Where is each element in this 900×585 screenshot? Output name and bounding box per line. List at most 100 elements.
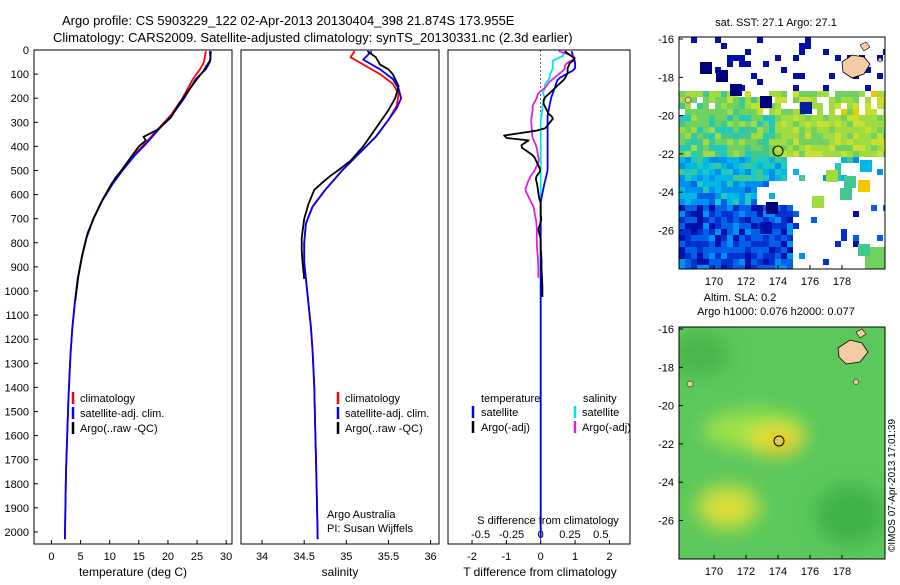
depth-tick-label: 1100 <box>5 310 29 322</box>
sst-cell <box>715 121 721 127</box>
sst-cell <box>805 151 811 157</box>
s-difference-xlabel: S difference from climatology <box>477 515 619 527</box>
sst-cell <box>859 133 865 139</box>
sst-cell <box>811 97 817 103</box>
sst-cell <box>829 121 835 127</box>
sst-cell <box>727 103 733 109</box>
sst-cell <box>691 151 697 157</box>
sst-cell <box>835 151 841 157</box>
sst-cell <box>859 115 865 121</box>
sst-cell <box>769 115 775 121</box>
sst-map-frame <box>678 36 886 270</box>
x-tick-label: -1 <box>501 551 511 563</box>
sst-cell <box>697 229 703 235</box>
sst-cell <box>721 211 727 217</box>
sst-cell <box>703 109 709 115</box>
sst-cell <box>727 121 733 127</box>
sst-cell <box>727 139 733 145</box>
sst-cell <box>721 157 727 163</box>
sst-cell <box>787 223 793 229</box>
depth-tick-label: 2000 <box>5 527 29 539</box>
sst-cell <box>703 217 709 223</box>
sst-cell <box>860 160 872 172</box>
sst-cell <box>883 259 885 265</box>
sst-cell <box>781 205 787 211</box>
sst-cell <box>703 205 709 211</box>
sst-cell <box>721 193 727 199</box>
sst-cell <box>745 169 751 175</box>
sst-cell <box>727 109 733 115</box>
sst-cell <box>727 157 733 163</box>
sst-cell <box>691 235 697 241</box>
lon-tick-label: 172 <box>737 566 755 578</box>
sst-cell <box>877 97 883 103</box>
sst-cell <box>697 103 703 109</box>
sst-cell <box>823 115 829 121</box>
sst-cell <box>685 259 691 265</box>
sst-cell <box>847 103 853 109</box>
sst-cell <box>871 133 877 139</box>
sst-cell <box>763 115 769 121</box>
lat-tick-label: -16 <box>658 34 674 46</box>
lon-tick-label: 176 <box>801 566 819 578</box>
sst-cell <box>691 253 697 259</box>
sst-cell <box>679 103 685 109</box>
sst-cell <box>709 199 715 205</box>
sst-cell <box>781 265 787 269</box>
sst-cell <box>805 97 811 103</box>
sst-cell <box>697 175 703 181</box>
lat-tick-label: -16 <box>658 324 674 336</box>
sst-cell <box>685 121 691 127</box>
sst-cell <box>811 103 817 109</box>
legend-label-argo: Argo(..raw -QC) <box>345 423 423 435</box>
sst-cell <box>793 139 799 145</box>
sst-cell <box>685 163 691 169</box>
sst-cell <box>715 205 721 211</box>
sst-cell <box>715 253 721 259</box>
sst-cell <box>691 115 697 121</box>
sst-cell <box>697 199 703 205</box>
sst-cell <box>691 241 697 247</box>
sst-cell <box>745 163 751 169</box>
sst-cell <box>757 217 763 223</box>
sst-cell <box>715 247 721 253</box>
fiji-island-shape <box>837 339 869 365</box>
x-tick-label: 15 <box>133 551 145 563</box>
sst-cell <box>763 259 769 265</box>
sst-cell <box>691 211 697 217</box>
sst-cell <box>787 211 793 217</box>
argo-location-marker <box>772 145 784 157</box>
sst-cell <box>757 79 763 85</box>
sst-cell <box>685 253 691 259</box>
depth-tick-label: 700 <box>11 214 29 226</box>
sst-cell <box>739 163 745 169</box>
sst-cell <box>757 157 763 163</box>
sst-cell <box>877 145 883 151</box>
sst-cell <box>727 229 733 235</box>
sst-cell <box>841 151 847 157</box>
x-tick-label: 1 <box>572 551 578 563</box>
sst-cell <box>715 241 721 247</box>
sst-cell <box>721 217 727 223</box>
sst-cell <box>840 188 852 200</box>
sst-cell <box>781 241 787 247</box>
sst-cell <box>847 157 853 163</box>
sst-cell <box>679 247 685 253</box>
difference-series <box>503 50 576 544</box>
sst-cell <box>739 259 745 265</box>
sst-cell <box>715 139 721 145</box>
sst-cell <box>781 115 787 121</box>
sst-cell <box>745 199 751 205</box>
s-difference-tick-labels: -0.5 -0.25 0 0.25 0.5 <box>471 529 608 541</box>
sst-cell <box>853 145 859 151</box>
t-difference-xlabel: T difference from climatology <box>463 565 617 579</box>
sst-cell <box>787 133 793 139</box>
salinity-x-axis: 34 34.5 35 35.5 36 <box>256 540 437 563</box>
sst-cell <box>775 91 781 97</box>
temperature-xlabel: temperature (deg C) <box>79 565 187 579</box>
island-shape <box>684 96 692 104</box>
sst-cell <box>829 103 835 109</box>
sst-cell <box>787 265 793 269</box>
sst-cell <box>703 181 709 187</box>
sst-cell <box>787 145 793 151</box>
